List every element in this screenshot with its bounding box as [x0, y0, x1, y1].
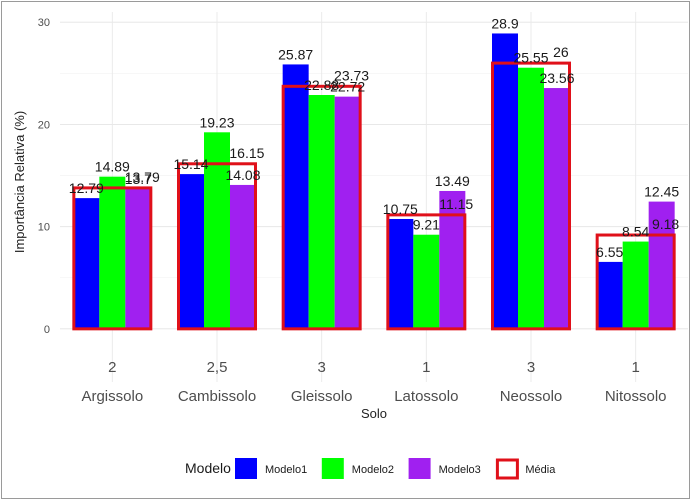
bar-modelo1-argissolo [73, 198, 100, 329]
x-tick-label: Cambissolo [178, 388, 256, 405]
data-label: 13.7 [125, 171, 152, 187]
bars [73, 33, 675, 329]
bar-modelo3-cambissolo [230, 184, 256, 329]
data-label: 22.88 [304, 77, 339, 93]
legend-key-media [495, 458, 519, 480]
data-label: 19.23 [199, 114, 234, 130]
bar-modelo2-argissolo [99, 176, 126, 329]
x-tick-label: Argissolo [81, 388, 143, 405]
mean-label: 11.15 [439, 196, 473, 212]
data-label: 23.56 [539, 70, 574, 86]
bar-modelo1-neossolo [492, 33, 518, 329]
data-label: 15.14 [173, 156, 208, 172]
legend-key-modelo2 [321, 458, 344, 479]
x-tick-label: Nitossolo [605, 388, 667, 405]
y-axis-title: Importância Relativa (%) [12, 111, 27, 253]
data-label: 12.45 [644, 184, 679, 200]
mean-box-argissolo [72, 186, 153, 331]
mean-box-neossolo [491, 61, 571, 331]
data-label: 8.54 [622, 224, 649, 240]
legend-title: Modelo [185, 460, 231, 476]
mean-label: 16.15 [229, 145, 264, 161]
data-label: 12.79 [69, 180, 104, 196]
data-label: 6.55 [596, 244, 623, 260]
legend: Modelo Modelo1 Modelo2 Modelo3 Média [185, 458, 556, 480]
legend-key-modelo3 [408, 458, 431, 479]
y-tick-label: 10 [38, 222, 50, 234]
mean-label: 23.73 [334, 67, 369, 83]
bar-modelo1-nitossolo [596, 261, 623, 329]
mean-label: 26 [553, 44, 569, 60]
legend-key-modelo1 [235, 458, 257, 479]
legend-label: Modelo1 [265, 464, 307, 476]
x-tick-label: Latossolo [394, 388, 458, 405]
bar-modelo3-argissolo [125, 188, 152, 329]
y-tick-label: 0 [44, 324, 50, 336]
data-label: 25.87 [278, 46, 313, 62]
data-label: 22.72 [330, 79, 365, 95]
mean-box-nitossolo [595, 233, 676, 331]
mean-box-gleissolo [281, 84, 362, 331]
bar-modelo1-gleissolo [282, 64, 309, 329]
mean-boxes [72, 61, 676, 331]
bottom-annotation: 3 [527, 359, 535, 376]
bar-modelo2-nitossolo [622, 241, 649, 329]
bar-modelo1-cambissolo [178, 174, 204, 329]
data-label: 9.21 [413, 217, 440, 233]
bottom-annotation: 1 [422, 359, 430, 376]
x-tick-label: Neossolo [500, 388, 563, 405]
data-label: 25.55 [513, 50, 548, 66]
bar-modelo2-neossolo [518, 67, 544, 329]
data-label: 28.9 [491, 15, 518, 31]
bottom-annotation: 3 [317, 359, 325, 376]
data-label: 10.75 [383, 201, 418, 217]
bottom-annotation: 2,5 [207, 359, 228, 376]
legend-label: Média [525, 464, 556, 476]
mean-label: 13.79 [125, 169, 160, 185]
bar-modelo3-neossolo [544, 88, 570, 329]
mean-label: 9.18 [652, 216, 679, 232]
bar-modelo1-latossolo [387, 218, 414, 329]
y-tick-label: 20 [38, 119, 50, 131]
bar-modelo3-gleissolo [334, 96, 361, 329]
data-labels: 12.79 15.14 25.87 10.75 28.9 6.55 14.89 19.23 22… [69, 15, 680, 259]
mean-box-cambissolo [177, 162, 257, 331]
legend-label: Modelo3 [439, 464, 481, 476]
mean-box-latossolo [386, 213, 467, 331]
x-tick-label: Gleissolo [291, 388, 353, 405]
axes: Solo Importância Relativa (%) 2 2,5 3 1 3 1 Ar… [12, 111, 667, 421]
data-label: 14.89 [95, 159, 130, 175]
bar-modelo3-nitossolo [648, 201, 675, 329]
data-label: 13.49 [435, 173, 470, 189]
bar-modelo2-latossolo [413, 234, 440, 329]
bar-modelo2-gleissolo [308, 94, 335, 329]
bottom-annotation: 2 [108, 359, 116, 376]
x-axis-title: Solo [361, 406, 387, 421]
data-label: 14.08 [225, 167, 260, 183]
bottom-annotation: 1 [631, 359, 639, 376]
legend-label: Modelo2 [352, 464, 394, 476]
y-tick-label: 30 [38, 17, 50, 29]
